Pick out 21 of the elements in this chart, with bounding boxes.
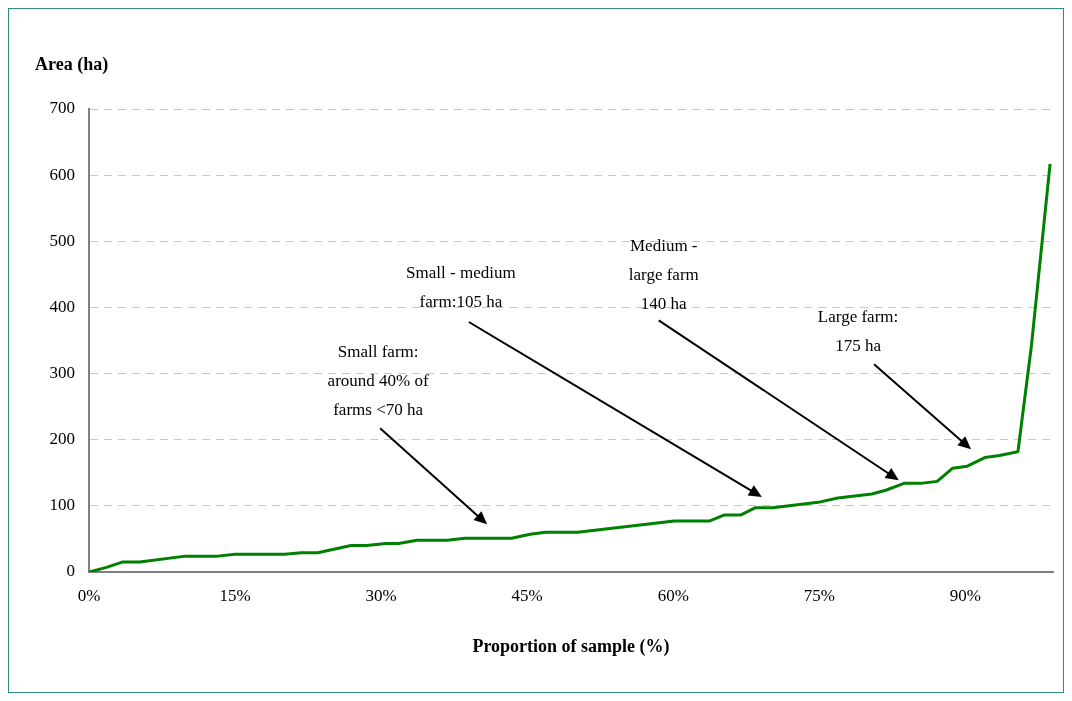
annotation: Medium - large farm 140 ha	[628, 235, 699, 313]
y-tick-label: 600	[49, 164, 75, 184]
x-tick-label: 45%	[511, 585, 543, 605]
x-tick-label: 15%	[219, 585, 251, 605]
x-tick-label: 75%	[803, 585, 835, 605]
y-tick-label: 100	[49, 495, 75, 515]
annotation: Large farm: 175 ha	[817, 307, 899, 356]
x-tick-label: 0%	[77, 585, 101, 605]
y-tick-label: 200	[49, 429, 75, 449]
y-axis-title: Area (ha)	[35, 53, 109, 75]
y-tick-label: 400	[49, 296, 75, 316]
x-tick-label: 30%	[365, 585, 397, 605]
x-tick-label: 60%	[657, 585, 689, 605]
y-tick-label: 0	[66, 561, 75, 581]
y-tick-label: 500	[49, 230, 75, 250]
annotation: Small - medium farm:105 ha	[406, 262, 516, 311]
annotation: Small farm: around 40% of farms <70 ha	[327, 341, 429, 419]
y-tick-label: 300	[49, 363, 75, 383]
y-tick-label: 700	[49, 98, 75, 118]
x-axis-title: Proportion of sample (%)	[472, 635, 670, 657]
x-tick-label: 90%	[949, 585, 981, 605]
